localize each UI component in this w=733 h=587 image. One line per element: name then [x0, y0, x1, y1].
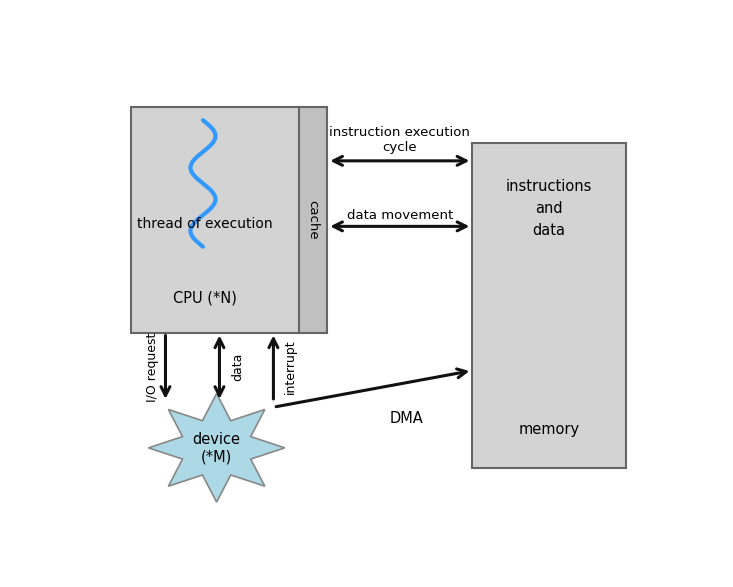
Text: I/O request: I/O request [146, 332, 159, 402]
Polygon shape [148, 394, 284, 502]
Text: device
(*M): device (*M) [193, 431, 240, 464]
Bar [131, 107, 302, 333]
Text: interrupt: interrupt [284, 340, 297, 394]
Text: cache: cache [306, 200, 320, 239]
Text: data movement: data movement [347, 209, 453, 222]
Text: instruction execution
cycle: instruction execution cycle [329, 126, 471, 154]
Text: CPU (*N): CPU (*N) [173, 291, 237, 305]
Text: thread of execution: thread of execution [137, 217, 273, 231]
Text: DMA: DMA [390, 411, 424, 427]
Text: instructions
and
data: instructions and data [506, 179, 592, 238]
Bar [299, 107, 328, 333]
Text: data: data [231, 353, 244, 382]
Text: memory: memory [518, 421, 580, 437]
Bar [472, 143, 626, 468]
